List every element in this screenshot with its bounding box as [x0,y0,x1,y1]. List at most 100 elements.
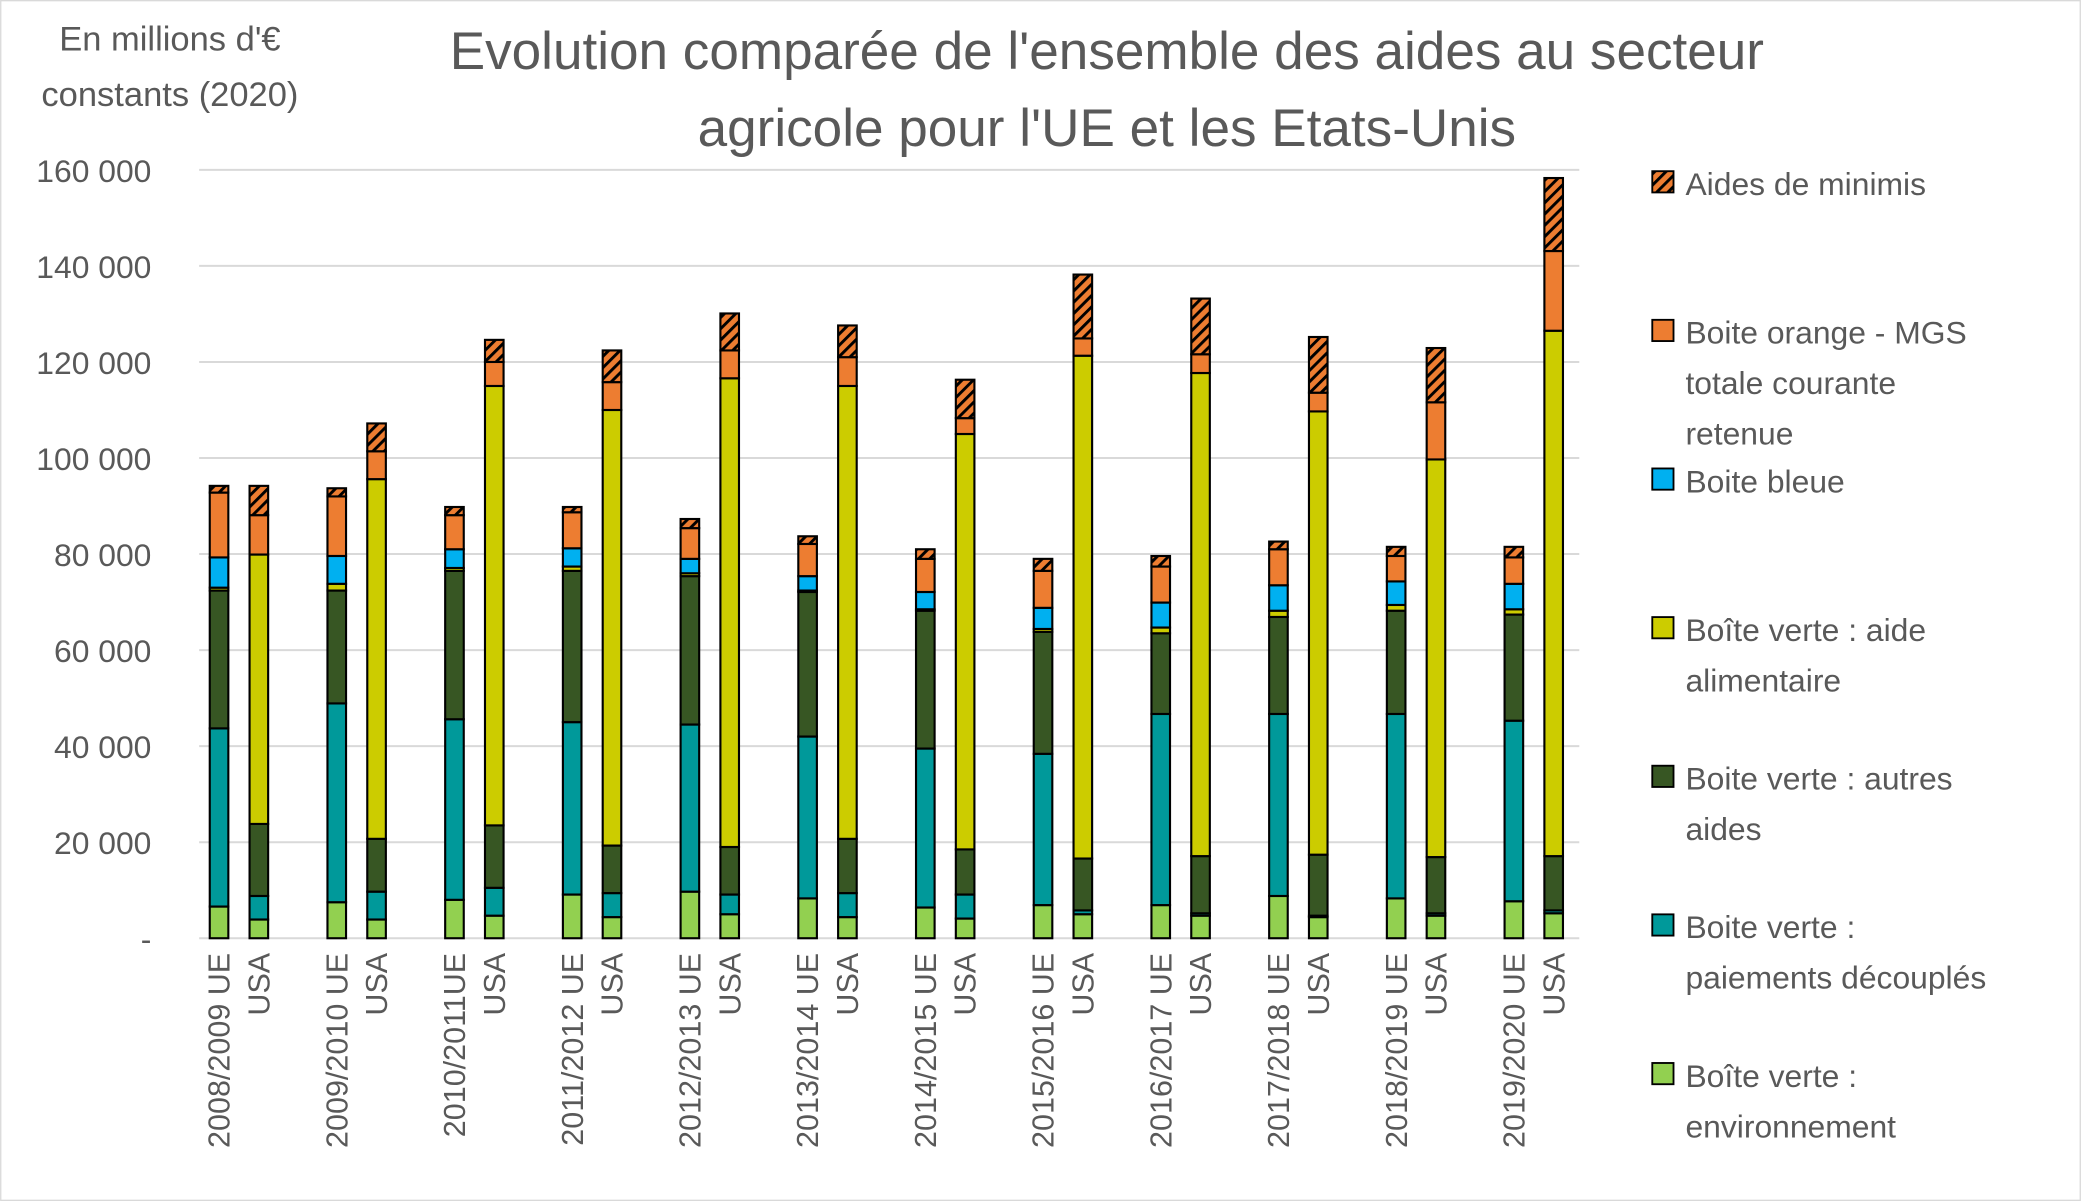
bar-segment-aides-de-minimis [326,487,348,498]
bar-segment-boite-bleue [1385,580,1407,607]
legend-label: Boîte verte : aide [1685,612,1926,648]
bar-segment-bo-te-verte-environnement [837,916,858,940]
bar-segment-boite-verte-paiements-d-coupl-s [837,892,858,919]
bar-segment-bo-te-verte-aide-alimentaire [719,377,741,849]
bar-stack-2 [326,487,348,940]
bar-segment-aides-de-minimis [561,505,583,514]
bar-segment-boite-verte-paiements-d-coupl-s [1385,712,1407,900]
bar-segment-boite-verte-autres-aides [326,589,348,705]
bar-stack-4 [444,505,465,940]
bar-segment-boite-orange-mgs-totale-courante-retenue [797,542,818,578]
legend-item: Boite verte : autres aides [1651,761,1953,847]
bar-segment-bo-te-verte-aide-alimentaire [366,478,387,840]
legend-label: Boite verte : autres [1685,761,1952,797]
legend-label: paiements découplés [1685,960,1986,996]
bar-segment-aides-de-minimis [1268,540,1289,551]
bar-segment-boite-verte-autres-aides [1268,615,1289,716]
bar-segment-boite-verte-autres-aides [1150,632,1172,716]
legend-label: environnement [1685,1108,1896,1144]
legend-swatch [1651,913,1675,937]
bar-segment-bo-te-verte-environnement [326,901,348,940]
bar-segment-aides-de-minimis [601,349,623,384]
bar-segment-bo-te-verte-aide-alimentaire [601,408,623,847]
legend-item: Aides de minimis [1651,166,1926,202]
bar-segment-bo-te-verte-environnement [561,893,583,940]
bar-segment-boite-verte-paiements-d-coupl-s [914,747,936,909]
x-tick-label: 2012/2013 UE [674,953,708,1148]
x-tick-label: 2015/2016 UE [1027,953,1061,1148]
bar-stack-23 [1543,176,1565,940]
bar-segment-aides-de-minimis [1425,346,1447,404]
bar-segment-bo-te-verte-environnement [1385,897,1407,940]
bar-stack-19 [1307,335,1329,940]
bar-segment-aides-de-minimis [1307,335,1329,394]
bar-segment-aides-de-minimis [366,422,387,453]
bar-segment-boite-verte-paiements-d-coupl-s [366,890,387,921]
bar-segment-boite-verte-autres-aides [719,845,741,896]
legend-label: Boite orange - MGS [1685,315,1966,351]
bar-stack-13 [954,378,976,940]
bar-segment-boite-verte-autres-aides [797,590,818,738]
bar-segment-boite-verte-paiements-d-coupl-s [1503,719,1525,903]
x-tick-label: USA [242,952,276,1015]
bar-stack-5 [483,338,505,940]
legend-swatch [1651,764,1675,788]
x-tick-label: USA [1184,952,1218,1015]
bar-segment-boite-verte-paiements-d-coupl-s [444,718,465,901]
bar-segment-boite-orange-mgs-totale-courante-retenue [914,557,936,594]
bar-segment-boite-orange-mgs-totale-courante-retenue [326,495,348,558]
bar-segment-boite-verte-autres-aides [1543,855,1565,912]
bar-segment-boite-verte-autres-aides [679,575,701,726]
bar-segment-boite-bleue [1503,582,1525,611]
y-tick-label: 140 000 [36,249,151,285]
bar-segment-boite-orange-mgs-totale-courante-retenue [1190,353,1211,375]
x-tick-label: USA [360,952,394,1015]
bar-segment-boite-bleue [914,590,936,611]
bar-segment-boite-verte-paiements-d-coupl-s [248,894,270,921]
x-tick-label: USA [713,952,747,1015]
y-axis-label: En millions d'€ constants (2020) [41,20,298,114]
bar-segment-aides-de-minimis [914,548,936,560]
bar-segment-aides-de-minimis [444,505,465,517]
x-tick-label: 2010/2011UE [438,953,472,1137]
bar-stack-22 [1503,545,1525,940]
bar-segment-bo-te-verte-environnement [797,897,818,940]
bar-segment-bo-te-verte-environnement [1307,916,1329,940]
y-tick-label: 40 000 [54,729,151,765]
bar-segment-boite-verte-autres-aides [1190,855,1211,915]
x-tick-label: 2011/2012 UE [556,953,590,1146]
bar-segment-bo-te-verte-environnement [719,913,741,940]
bar-stack-10 [797,535,818,940]
x-tick-label: 2009/2010 UE [320,953,354,1148]
bar-segment-boite-verte-autres-aides [1503,613,1525,722]
legend-swatch [1651,616,1675,640]
bar-segment-bo-te-verte-environnement [1268,894,1289,940]
y-tick-label: 80 000 [54,537,151,573]
bar-segment-bo-te-verte-aide-alimentaire [1425,458,1447,859]
y-tick-label: - [141,921,152,957]
bar-segment-boite-verte-autres-aides [1072,857,1094,912]
bar-segment-aides-de-minimis [837,324,858,359]
bar-segment-bo-te-verte-environnement [444,898,465,940]
bar-segment-bo-te-verte-environnement [1190,914,1211,940]
x-tick-label: 2017/2018 UE [1262,953,1296,1148]
legend-item: Boîte verte : aide alimentaire [1651,612,1926,698]
y-tick-label: 160 000 [36,153,151,189]
bar-segment-boite-orange-mgs-totale-courante-retenue [561,511,583,550]
bar-segment-boite-bleue [208,556,230,589]
bar-stack-11 [837,324,858,940]
bar-segment-aides-de-minimis [248,484,270,517]
legend-item: Boite bleue [1651,463,1845,499]
bar-segment-bo-te-verte-environnement [1072,913,1094,940]
bar-segment-aides-de-minimis [719,312,741,352]
bar-segment-boite-orange-mgs-totale-courante-retenue [837,356,858,388]
bar-segment-boite-verte-paiements-d-coupl-s [1032,752,1054,907]
bar-stack-9 [719,312,741,940]
bar-segment-bo-te-verte-aide-alimentaire [1072,354,1094,860]
bar-segment-boite-verte-autres-aides [366,837,387,893]
bar-segment-bo-te-verte-environnement [601,916,623,940]
bar-segment-aides-de-minimis [1150,554,1172,568]
legend-label: Boîte verte : [1685,1058,1857,1094]
bar-segment-boite-bleue [561,547,583,568]
x-tick-label: 2008/2009 UE [203,953,237,1148]
